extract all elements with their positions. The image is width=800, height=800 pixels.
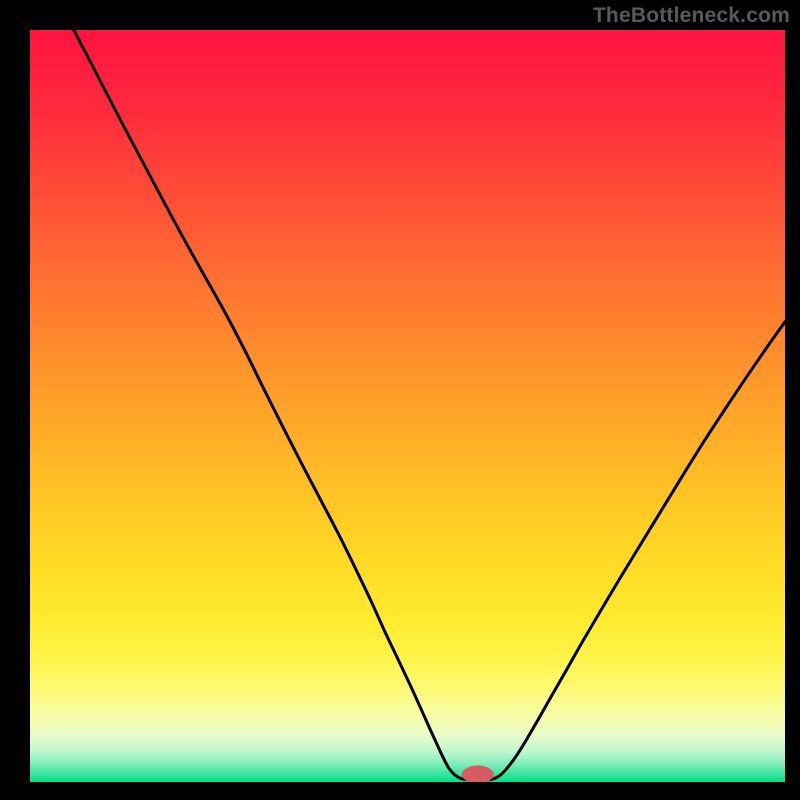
gradient-background bbox=[30, 30, 785, 782]
chart-plot-area bbox=[30, 30, 785, 782]
chart-svg bbox=[30, 30, 785, 782]
chart-frame: TheBottleneck.com bbox=[0, 0, 800, 800]
watermark-text: TheBottleneck.com bbox=[593, 4, 790, 28]
